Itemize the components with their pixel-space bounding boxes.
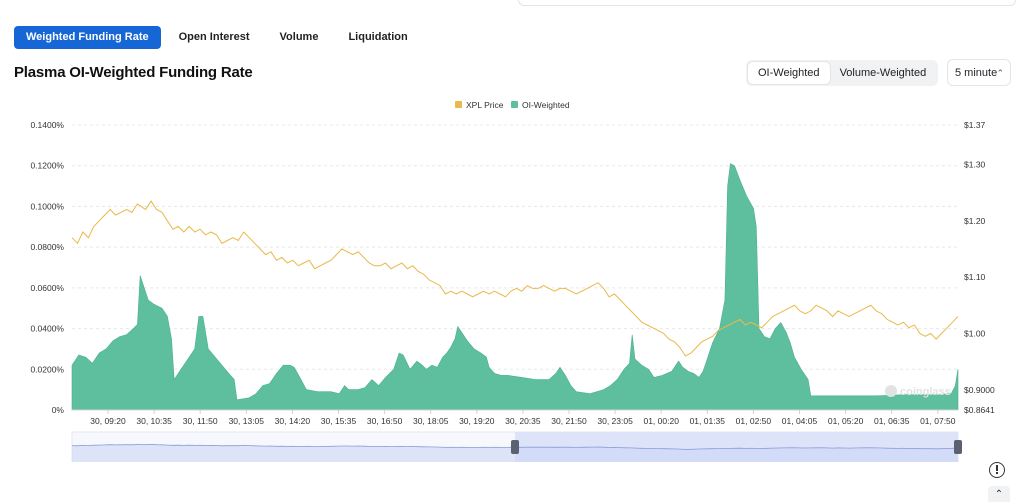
oi-weighted-button[interactable]: OI-Weighted [748,62,830,84]
range-navigator[interactable] [71,431,962,462]
y-left-tick-label: 0.1000% [30,201,64,211]
x-tick-label: 30, 19:20 [459,416,495,426]
x-tick-label: 30, 18:05 [413,416,449,426]
x-tick-label: 30, 10:35 [136,416,172,426]
y-right-tick-label: $0.9000 [964,385,995,395]
y-left-tick-label: 0.0200% [30,364,64,374]
watermark-text: coinglass [900,386,951,398]
x-tick-label: 01, 00:20 [643,416,679,426]
x-tick-label: 01, 01:35 [690,416,726,426]
legend: XPL Price OI-Weighted [455,100,570,110]
chevron-up-icon[interactable]: ⌃ [988,486,1010,502]
price-line[interactable] [71,200,959,357]
x-tick-label: 30, 09:20 [90,416,126,426]
x-tick-label: 30, 21:50 [551,416,587,426]
y-axis-right: $1.37 $1.30 $1.20 $1.10 $1.00 $0.9000 $0.8641 [964,120,995,415]
y-left-tick-label: 0.0400% [30,324,64,334]
x-tick-label: 01, 05:20 [828,416,864,426]
up-down-chevron-icon: ⌃ [996,68,1004,78]
x-axis: 30, 09:20 30, 10:35 30, 11:50 30, 13:05 30, … [72,409,958,426]
x-tick-label: 30, 13:05 [229,416,265,426]
tab-volume[interactable]: Volume [279,31,319,43]
volume-weighted-button[interactable]: Volume-Weighted [839,67,927,79]
tab-open-interest[interactable]: Open Interest [178,31,250,43]
y-right-tick-label: $1.37 [964,120,986,130]
page-title: Plasma OI-Weighted Funding Rate [14,64,253,81]
plot-area [71,163,959,411]
y-right-tick-label: $1.30 [964,159,986,169]
x-tick-label: 30, 11:50 [183,416,218,426]
legend-price-swatch[interactable] [455,101,462,108]
y-axis-left: 0.1400% 0.1200% 0.1000% 0.0800% 0.0600% 0.040… [30,120,64,415]
x-tick-label: 30, 15:35 [321,416,357,426]
x-tick-label: 30, 20:35 [505,416,541,426]
funding-rate-chart[interactable]: XPL Price OI-Weighted 0.1400% 0.1200% 0.10… [0,92,1024,462]
weighting-toggle: OI-Weighted Volume-Weighted [746,60,939,86]
x-tick-label: 01, 07:50 [920,416,956,426]
y-right-tick-label: $1.10 [964,272,986,282]
legend-price-label[interactable]: XPL Price [466,100,504,110]
navigator-handle-left[interactable] [511,440,519,454]
interval-value: 5 minute [955,67,998,79]
coinglass-logo-icon [885,385,897,397]
tab-liquidation[interactable]: Liquidation [348,31,408,43]
x-tick-label: 01, 02:50 [736,416,772,426]
y-left-tick-label: 0% [52,405,65,415]
funding-area[interactable] [71,163,959,411]
watermark: coinglass [885,385,951,398]
x-tick-label: 30, 23:05 [597,416,633,426]
y-right-tick-label: $0.8641 [964,405,995,415]
y-left-tick-label: 0.0600% [30,283,64,293]
y-left-tick-label: 0.1200% [30,161,64,171]
x-tick-label: 30, 14:20 [275,416,311,426]
metric-tabs: Weighted Funding Rate Open Interest Volu… [14,26,426,49]
x-tick-label: 01, 04:05 [782,416,818,426]
x-tick-label: 01, 06:35 [874,416,910,426]
legend-funding-swatch[interactable] [511,101,518,108]
x-tick-label: 30, 16:50 [367,416,403,426]
interval-select[interactable]: 5 minute ⌃ [947,59,1011,86]
tab-weighted-funding-rate[interactable]: Weighted Funding Rate [14,26,161,49]
search-box[interactable] [518,0,1016,6]
legend-funding-label[interactable]: OI-Weighted [522,100,570,110]
navigator-handle-right[interactable] [954,440,962,454]
y-right-tick-label: $1.00 [964,328,986,338]
y-right-tick-label: $1.20 [964,216,986,226]
y-left-tick-label: 0.1400% [30,120,64,130]
y-left-tick-label: 0.0800% [30,242,64,252]
clock-info-icon[interactable] [989,462,1005,478]
